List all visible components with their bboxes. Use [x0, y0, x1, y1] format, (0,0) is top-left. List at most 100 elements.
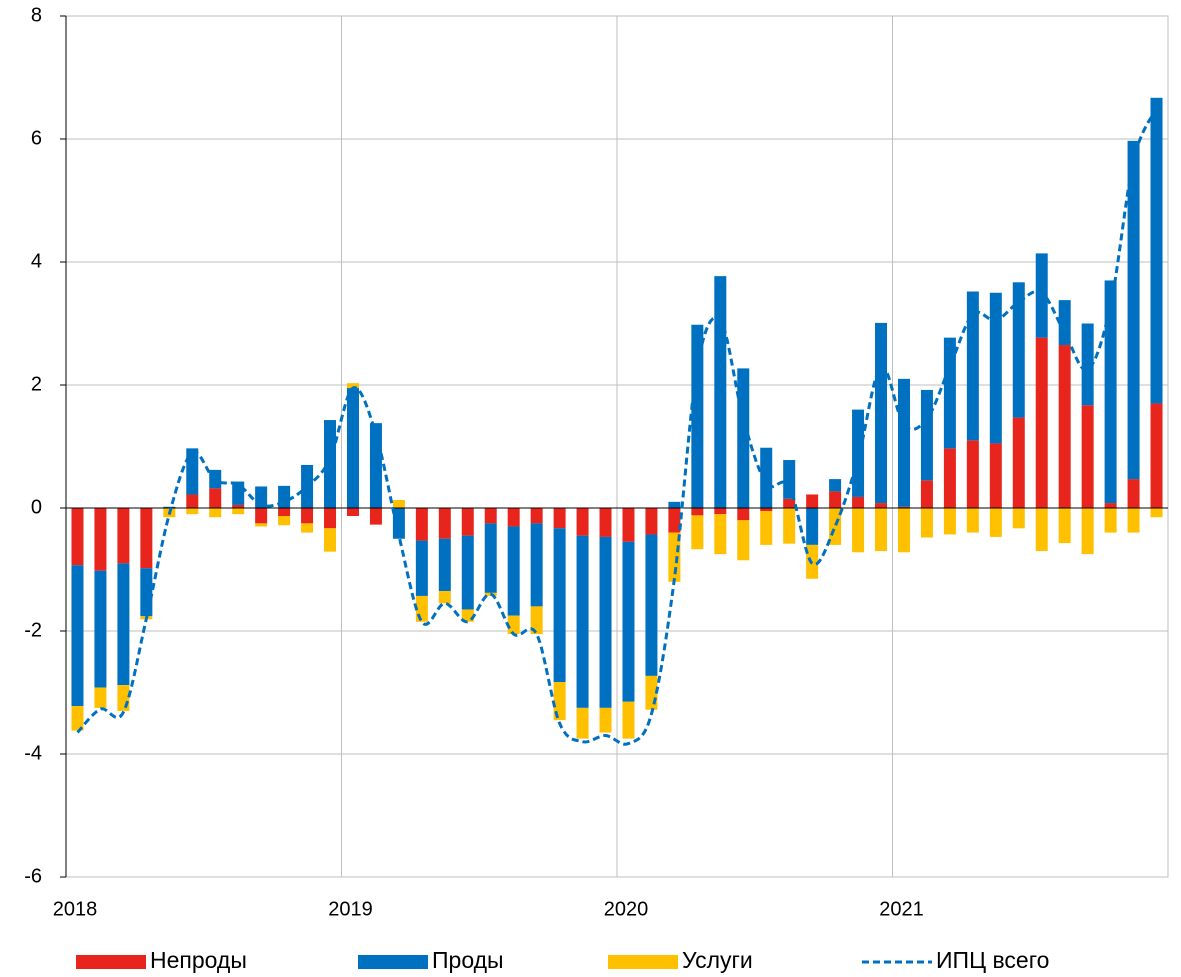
bar — [668, 501, 681, 508]
bar — [530, 606, 543, 635]
legend-label: Непроды — [150, 947, 247, 973]
x-tick-label: 2020 — [604, 898, 649, 920]
bar — [875, 508, 888, 552]
bar — [1035, 337, 1048, 508]
bar — [829, 508, 842, 545]
bar — [324, 508, 337, 529]
bar — [714, 508, 727, 515]
bar — [186, 448, 199, 495]
bar — [553, 682, 566, 721]
bar — [576, 508, 589, 536]
bar — [806, 508, 819, 545]
bar — [1058, 508, 1071, 544]
bar — [966, 440, 979, 508]
y-tick-label: 8 — [31, 4, 42, 26]
bar — [1012, 508, 1025, 529]
legend-label: Услуги — [682, 947, 753, 973]
bar — [346, 508, 359, 516]
y-tick-label: 4 — [31, 250, 42, 272]
bar — [117, 508, 130, 564]
bar — [1058, 300, 1071, 346]
bar — [1150, 97, 1163, 404]
bar — [691, 324, 704, 508]
bar — [1150, 403, 1163, 508]
bar — [576, 707, 589, 739]
bar — [966, 508, 979, 533]
bar — [415, 508, 428, 541]
bar — [392, 508, 405, 539]
bar — [507, 526, 520, 616]
bar — [989, 292, 1002, 444]
bar — [255, 486, 268, 508]
bar — [484, 592, 497, 596]
bar — [875, 322, 888, 504]
bar — [829, 479, 842, 492]
bar — [1127, 479, 1140, 508]
bar — [117, 563, 130, 686]
bar — [576, 535, 589, 708]
bar — [415, 540, 428, 596]
bar — [852, 508, 865, 553]
bar — [71, 508, 84, 566]
bar — [369, 508, 382, 525]
bar — [255, 523, 268, 527]
bar — [301, 508, 314, 524]
bar — [943, 508, 956, 535]
legend-label: Проды — [432, 947, 504, 973]
bar — [1127, 140, 1140, 480]
bar — [622, 508, 635, 542]
bar — [140, 568, 153, 617]
y-tick-label: -6 — [24, 865, 42, 887]
bar — [461, 508, 474, 536]
legend-swatch — [358, 955, 428, 969]
bar — [553, 528, 566, 683]
bar — [71, 565, 84, 707]
bar — [691, 508, 704, 516]
bar — [760, 447, 773, 508]
bar — [783, 508, 796, 544]
bar — [1104, 508, 1117, 533]
bar — [737, 520, 750, 561]
bar — [829, 491, 842, 508]
bar — [507, 615, 520, 635]
bar — [1104, 503, 1117, 508]
bar — [1104, 280, 1117, 504]
bar — [1012, 282, 1025, 418]
bar — [1127, 508, 1140, 533]
bar — [484, 508, 497, 524]
bar — [438, 508, 451, 539]
x-tick-label: 2021 — [879, 898, 924, 920]
bar — [943, 337, 956, 449]
bar — [324, 528, 337, 552]
bar — [737, 508, 750, 521]
bar — [461, 535, 474, 610]
bar — [1035, 508, 1048, 552]
bar — [71, 706, 84, 731]
x-tick-label: 2019 — [328, 898, 373, 920]
bar — [530, 523, 543, 607]
bar — [553, 508, 566, 529]
legend-swatch — [76, 955, 146, 969]
bar — [897, 378, 910, 507]
bar — [714, 514, 727, 555]
bar — [897, 508, 910, 553]
bar — [278, 508, 291, 516]
bar — [301, 523, 314, 533]
bar — [966, 291, 979, 441]
bar — [645, 534, 658, 676]
bar — [392, 500, 405, 508]
legend-swatch — [608, 955, 678, 969]
bar — [232, 508, 245, 515]
bar — [920, 389, 933, 481]
bar — [760, 508, 773, 512]
bar — [1012, 417, 1025, 508]
x-tick-label: 2018 — [53, 898, 98, 920]
bar — [806, 494, 819, 508]
bar — [920, 480, 933, 508]
bar — [645, 508, 658, 535]
bar — [209, 508, 222, 518]
bar — [94, 687, 107, 708]
bar — [324, 420, 337, 508]
bar — [438, 591, 451, 604]
